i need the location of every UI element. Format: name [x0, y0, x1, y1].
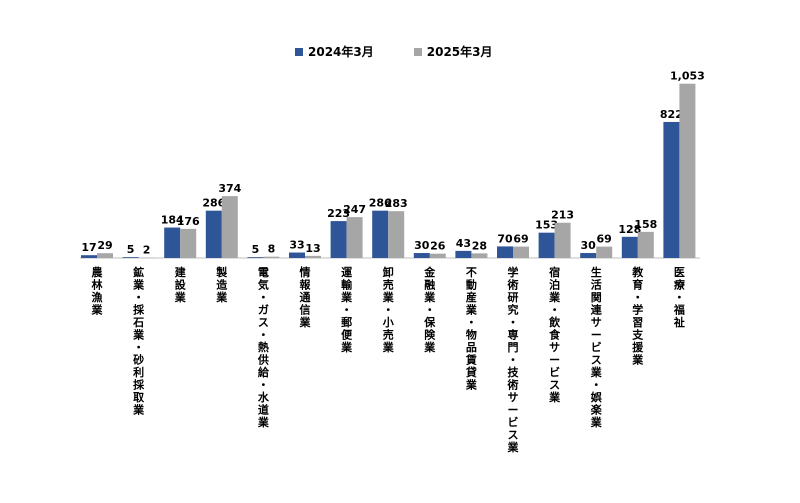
- category-label-3: 製造業: [215, 265, 228, 304]
- bar-2025-11: [555, 223, 571, 258]
- data-label-2025-12: 69: [597, 233, 612, 246]
- data-label-2024-0: 17: [81, 241, 96, 254]
- bar-2025-0: [97, 253, 113, 258]
- category-label-2: 建設業: [174, 265, 187, 304]
- data-label-2025-5: 13: [305, 242, 320, 255]
- data-label-2025-6: 247: [343, 203, 366, 216]
- legend: 2024年3月 2025年3月: [295, 43, 493, 60]
- bar-2025-8: [430, 254, 446, 258]
- data-label-2025-9: 28: [472, 239, 487, 252]
- bar-2024-6: [331, 221, 347, 258]
- bar-2025-13: [638, 232, 654, 258]
- data-label-2025-10: 69: [513, 233, 528, 246]
- category-label-13: 教育・学習支援業: [631, 265, 644, 367]
- data-label-2025-1: 2: [143, 244, 151, 257]
- bar-2025-7: [388, 211, 404, 258]
- bar-2024-13: [622, 237, 638, 258]
- category-label-4: 電気・ガス・熱供給・水道業: [257, 266, 270, 429]
- category-label-8: 金融業・保険業: [423, 265, 436, 354]
- bar-2024-10: [497, 246, 513, 258]
- bar-2024-7: [372, 211, 388, 258]
- data-label-2025-8: 26: [430, 240, 446, 253]
- bar-2024-14: [663, 122, 679, 258]
- data-label-2024-9: 43: [456, 237, 471, 250]
- category-label-12: 生活関連サービス業・娯楽業: [590, 265, 603, 429]
- bar-2025-3: [222, 196, 238, 258]
- data-label-2024-8: 30: [414, 239, 430, 252]
- data-label-2025-11: 213: [551, 209, 574, 222]
- bar-2025-12: [596, 247, 612, 258]
- category-label-7: 卸売業・小売業: [382, 265, 395, 354]
- category-label-5: 情報通信業: [299, 265, 312, 329]
- legend-item-2024: 2024年3月: [295, 43, 374, 60]
- category-label-14: 医療・福祉: [673, 266, 686, 329]
- data-label-2025-0: 29: [97, 239, 112, 252]
- data-label-2025-2: 176: [177, 215, 200, 228]
- bar-2025-2: [180, 229, 196, 258]
- data-label-2025-3: 374: [218, 182, 241, 195]
- bar-2024-0: [81, 255, 97, 258]
- bar-2024-1: [123, 257, 139, 258]
- bar-2025-4: [263, 257, 279, 258]
- data-label-2025-13: 158: [634, 218, 657, 231]
- bar-2024-8: [414, 253, 430, 258]
- category-label-6: 運輸業・郵便業: [340, 266, 353, 354]
- bar-2025-10: [513, 247, 529, 258]
- bar-2024-5: [289, 253, 305, 258]
- legend-swatch-2025: [414, 48, 422, 56]
- data-label-2024-10: 70: [497, 232, 513, 245]
- bar-2024-9: [455, 251, 471, 258]
- data-label-2025-14: 1,053: [670, 70, 705, 83]
- category-label-10: 学術研究・専門・技術サービス業: [507, 265, 520, 454]
- legend-label-2024: 2024年3月: [308, 43, 374, 60]
- bar-2024-2: [164, 228, 180, 258]
- data-label-2024-1: 5: [127, 243, 135, 256]
- category-label-0: 農林漁業: [91, 265, 104, 317]
- bar-2025-6: [347, 217, 363, 258]
- data-label-2024-12: 30: [581, 239, 597, 252]
- bar-2024-12: [580, 253, 596, 258]
- category-label-9: 不動産業・物品賃貸業: [465, 266, 478, 392]
- data-label-2024-5: 33: [289, 239, 304, 252]
- category-label-11: 宿泊業・飲食サービス業: [548, 265, 561, 404]
- category-label-1: 鉱業・採石業・砂利採取業: [132, 265, 145, 417]
- bar-2024-4: [247, 257, 263, 258]
- bar-2024-11: [539, 233, 555, 258]
- bar-2025-14: [679, 84, 695, 258]
- bar-2025-9: [471, 253, 487, 258]
- data-label-2025-7: 283: [385, 197, 408, 210]
- legend-swatch-2024: [295, 48, 303, 56]
- data-label-2024-4: 5: [252, 243, 260, 256]
- data-label-2025-4: 8: [268, 243, 276, 256]
- legend-item-2025: 2025年3月: [414, 43, 493, 60]
- bar-2024-3: [206, 211, 222, 258]
- bar-2025-5: [305, 256, 321, 258]
- legend-label-2025: 2025年3月: [427, 43, 493, 60]
